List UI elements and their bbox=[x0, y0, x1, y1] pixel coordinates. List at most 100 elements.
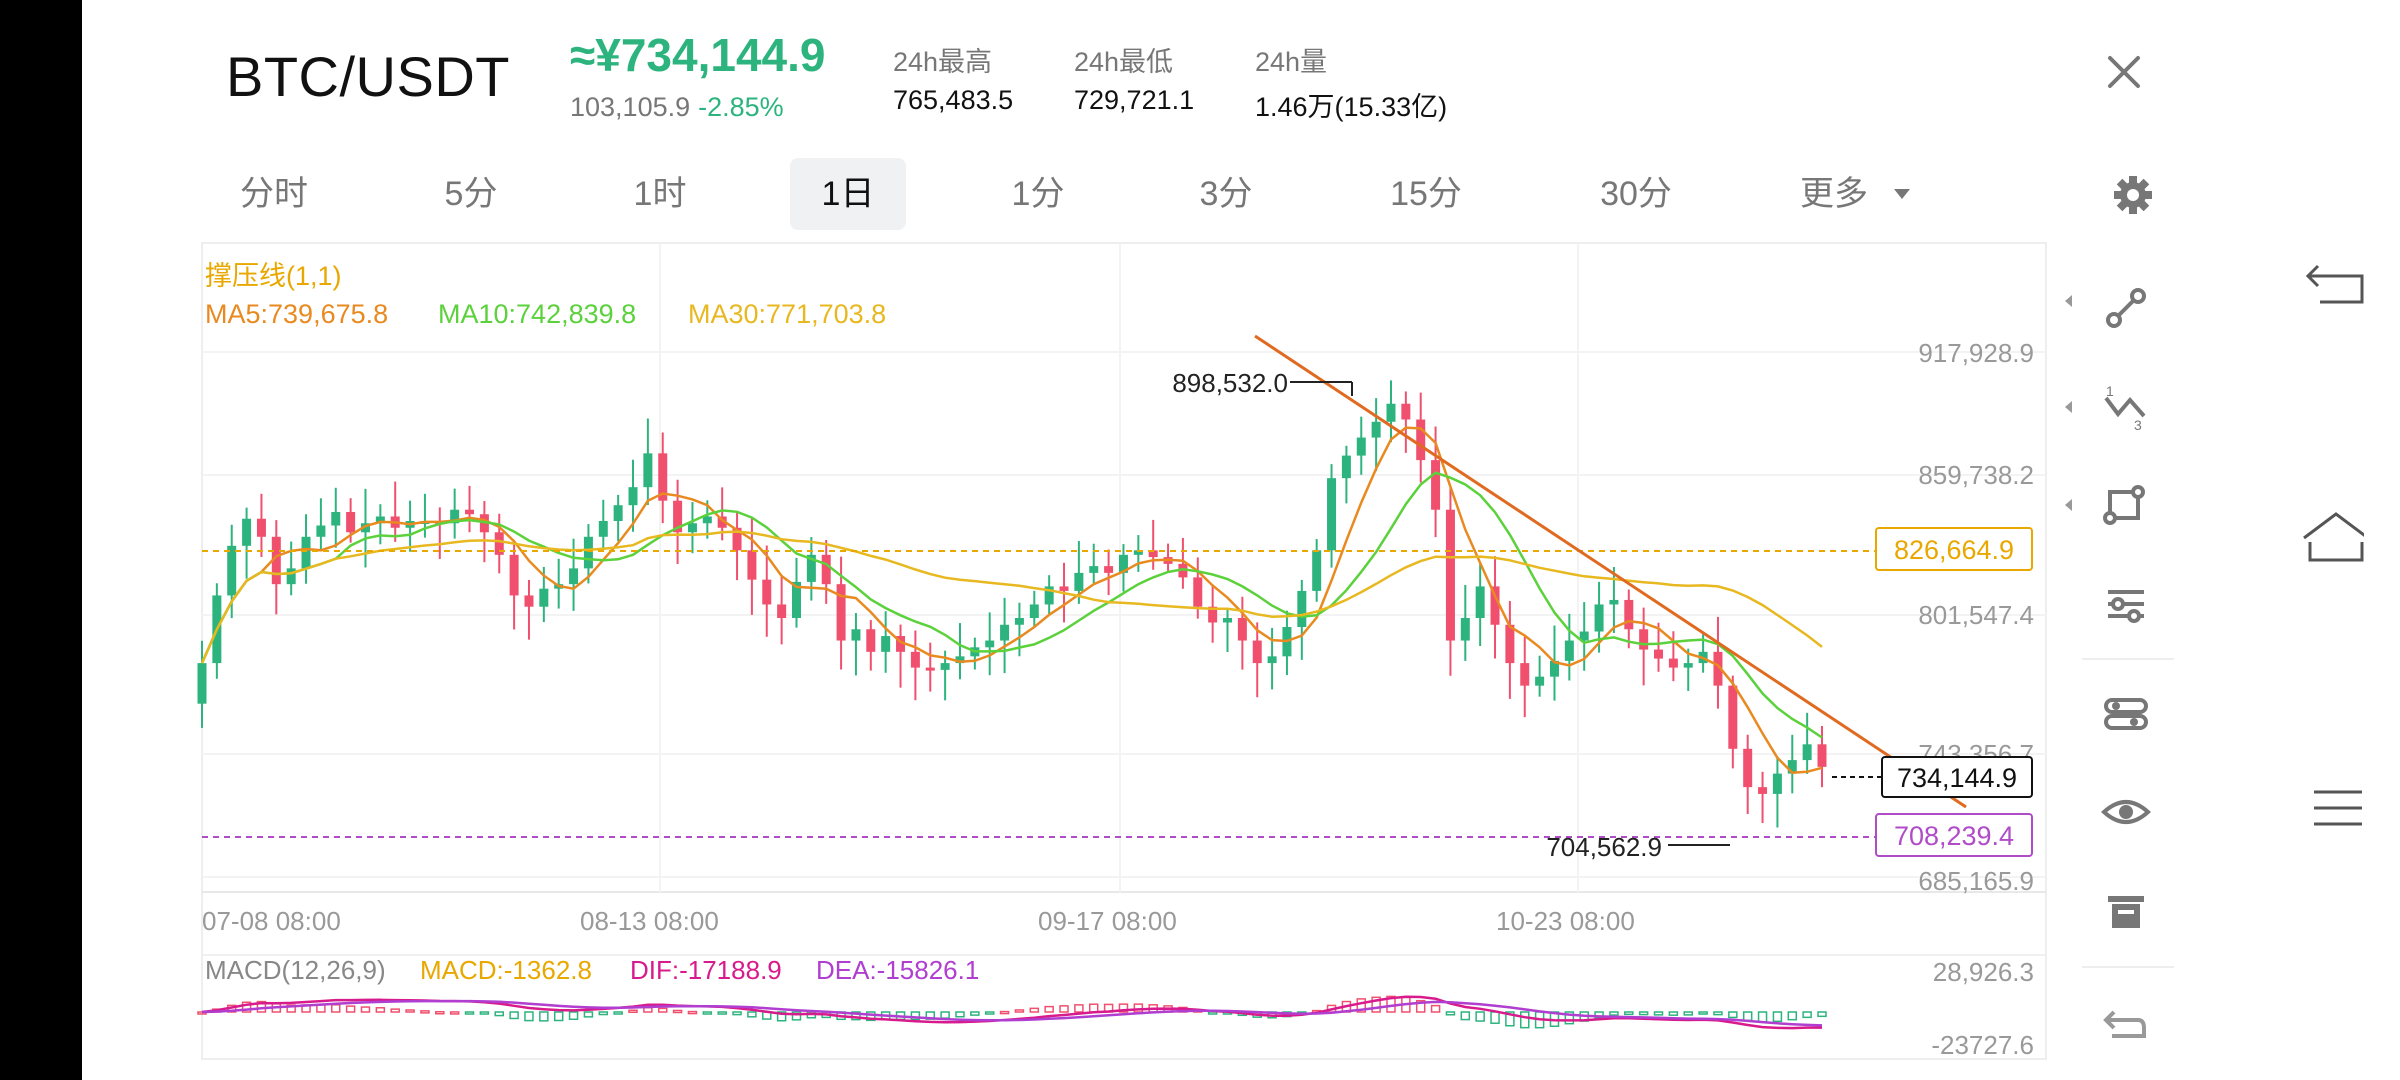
macd-bar bbox=[1520, 1011, 1530, 1029]
tab-30min[interactable]: 30分 bbox=[1600, 175, 1672, 213]
candle-body bbox=[643, 453, 653, 488]
trash-icon[interactable] bbox=[2100, 884, 2152, 936]
tab-5min[interactable]: 5分 bbox=[444, 175, 498, 213]
candle-body bbox=[1029, 604, 1039, 618]
tab-15min[interactable]: 15分 bbox=[1390, 175, 1462, 213]
trend-line-icon[interactable]: 13 bbox=[2100, 380, 2152, 432]
close-button[interactable] bbox=[2100, 48, 2148, 96]
candle-body bbox=[1237, 617, 1247, 641]
macd-bar bbox=[1074, 1004, 1084, 1013]
rectangle-icon[interactable] bbox=[2100, 478, 2152, 530]
macd-bar bbox=[598, 1011, 609, 1016]
close-icon bbox=[2108, 56, 2140, 88]
ma10-line bbox=[200, 471, 1823, 739]
macd-bar bbox=[1445, 1011, 1456, 1016]
caret-down-icon[interactable] bbox=[1892, 186, 1912, 202]
macd-bar bbox=[494, 1011, 504, 1017]
macd-bar bbox=[331, 1004, 341, 1013]
candle-body bbox=[881, 636, 891, 652]
undo-icon[interactable] bbox=[2100, 998, 2152, 1050]
candle-body bbox=[1371, 421, 1381, 438]
expand-caret-icon[interactable] bbox=[2062, 396, 2076, 418]
tab-1day[interactable]: 1日 bbox=[790, 158, 906, 230]
adjust-icon[interactable] bbox=[2100, 578, 2152, 630]
macd-bar bbox=[1609, 1011, 1619, 1016]
candle-body bbox=[1059, 586, 1069, 591]
home-icon[interactable] bbox=[2300, 508, 2364, 572]
candle-body bbox=[1312, 550, 1322, 591]
candle-body bbox=[717, 516, 727, 528]
tab-1hour[interactable]: 1时 bbox=[633, 175, 687, 213]
candle-body bbox=[509, 554, 519, 596]
candle-body bbox=[583, 536, 593, 569]
support-tag-label: 708,239.4 bbox=[1894, 821, 2014, 851]
candle-body bbox=[658, 453, 668, 501]
x-tick: 10-23 08:00 bbox=[1496, 906, 1635, 936]
candle-body bbox=[1297, 590, 1307, 628]
macd-bar bbox=[1505, 1011, 1515, 1027]
resistance-tag[interactable] bbox=[1875, 527, 2033, 571]
macd-bar bbox=[747, 1011, 757, 1018]
y-tick: 801,547.4 bbox=[1918, 600, 2034, 630]
macd-bar bbox=[1490, 1011, 1500, 1024]
macd-bar bbox=[1594, 1011, 1604, 1019]
tab-1min[interactable]: 1分 bbox=[1011, 175, 1065, 213]
price-change: -2.85% bbox=[698, 92, 784, 122]
macd-bar bbox=[1029, 1007, 1040, 1013]
macd-bar bbox=[435, 1011, 445, 1015]
candle-body bbox=[1431, 460, 1441, 510]
macd-bar bbox=[1713, 1011, 1723, 1016]
current-price-tag-label: 734,144.9 bbox=[1897, 763, 2017, 793]
macd-bar bbox=[628, 1009, 638, 1014]
macd-bar bbox=[375, 1007, 386, 1013]
expand-caret-icon[interactable] bbox=[2062, 290, 2076, 312]
stat-high: 24h最高 765,483.5 bbox=[893, 40, 1013, 116]
macd-y-tick: 28,926.3 bbox=[1933, 957, 2034, 987]
current-price-tag bbox=[1881, 756, 2033, 798]
gear-icon[interactable] bbox=[2108, 170, 2158, 220]
candle-body bbox=[1520, 663, 1530, 686]
expand-caret-icon[interactable] bbox=[2062, 494, 2076, 516]
macd-bar bbox=[390, 1008, 400, 1013]
menu-icon[interactable] bbox=[2310, 780, 2374, 844]
tab-timeshare[interactable]: 分时 bbox=[240, 175, 308, 213]
candle-body bbox=[1445, 509, 1455, 641]
svg-text:3: 3 bbox=[2134, 417, 2142, 432]
macd-bar bbox=[687, 1010, 698, 1015]
candle-body bbox=[836, 584, 846, 641]
candle-body bbox=[940, 663, 950, 670]
macd-bar bbox=[345, 1005, 356, 1013]
macd-bar bbox=[1683, 1011, 1693, 1016]
ma10-label: MA10:742,839.8 bbox=[438, 299, 636, 329]
candle-body bbox=[1490, 586, 1500, 625]
macd-bar bbox=[1415, 999, 1426, 1013]
candle-body bbox=[1654, 649, 1664, 659]
candle-body bbox=[1460, 617, 1470, 641]
tab-more[interactable]: 更多 bbox=[1800, 175, 1868, 213]
candle-body bbox=[1802, 744, 1812, 761]
macd-bar bbox=[464, 1011, 475, 1015]
macd-bar bbox=[851, 1011, 861, 1021]
stat-label: 24h最低 bbox=[1074, 47, 1174, 77]
macd-bar bbox=[1356, 998, 1367, 1013]
candle-body bbox=[465, 509, 475, 515]
support-tag[interactable] bbox=[1875, 813, 2033, 857]
indicator-icon[interactable] bbox=[2100, 688, 2152, 740]
candle-body bbox=[687, 523, 697, 533]
candle-body bbox=[1208, 606, 1218, 623]
resistance-tag-label: 826,664.9 bbox=[1894, 535, 2014, 565]
tab-3min[interactable]: 3分 bbox=[1199, 175, 1253, 213]
macd-bar bbox=[360, 1006, 371, 1013]
candle-body bbox=[450, 509, 460, 524]
macd-bar bbox=[1638, 1011, 1649, 1016]
back-icon[interactable] bbox=[2304, 252, 2368, 316]
line-segment-icon[interactable] bbox=[2100, 282, 2152, 334]
eye-icon[interactable] bbox=[2100, 786, 2152, 838]
y-tick: 685,165.9 bbox=[1918, 866, 2034, 896]
candle-body bbox=[1327, 478, 1337, 551]
candle-body bbox=[1044, 586, 1054, 605]
ma30-label: MA30:771,703.8 bbox=[688, 299, 886, 329]
macd-bar bbox=[657, 1007, 668, 1013]
macd-bar bbox=[286, 1004, 296, 1013]
